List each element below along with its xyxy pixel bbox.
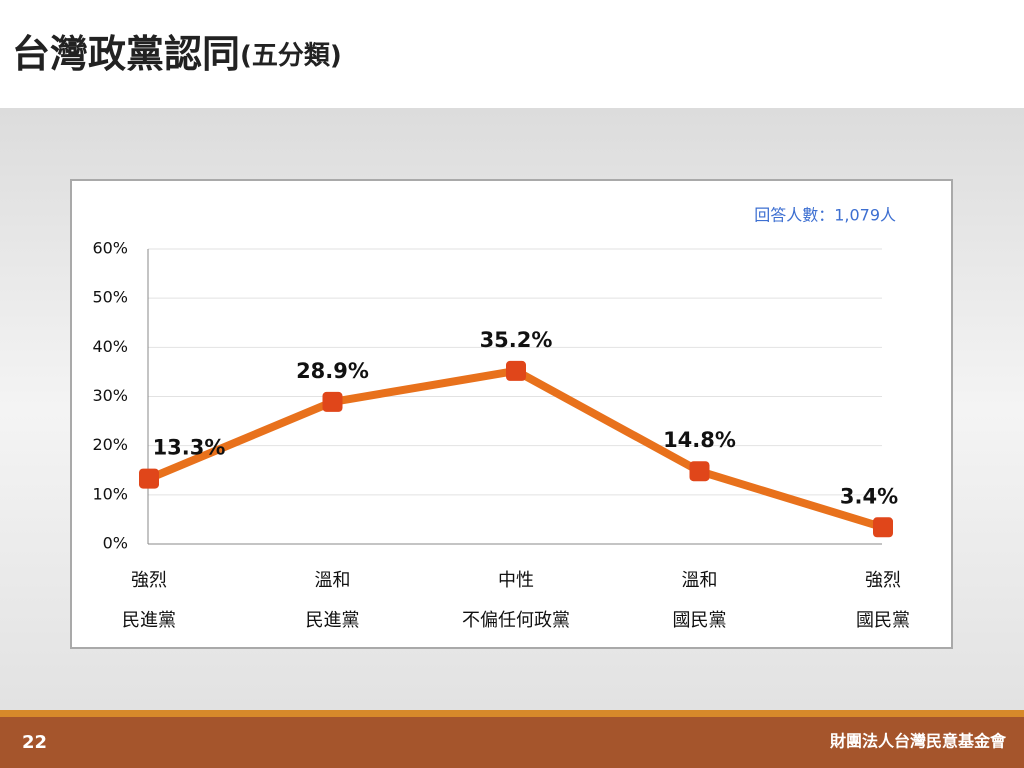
slide-title: 台灣政黨認同(五分類) <box>12 32 342 76</box>
organization: 財團法人台灣民意基金會 <box>830 732 1007 751</box>
annotation: 回答人數：1,079人 <box>754 206 896 225</box>
footer-bar <box>0 717 1024 768</box>
data-label: 13.3% <box>153 436 226 460</box>
marker <box>322 391 343 412</box>
footer-stripe <box>0 710 1024 717</box>
marker <box>689 461 710 482</box>
y-tick-label: 40% <box>92 337 128 356</box>
y-tick-label: 60% <box>92 239 128 258</box>
data-label: 14.8% <box>663 428 736 452</box>
x-tick-label: 強烈 <box>131 570 167 591</box>
x-tick-label: 溫和 <box>315 570 351 591</box>
marker <box>506 360 526 381</box>
y-tick-label: 20% <box>92 435 128 454</box>
x-tick-label: 強烈 <box>865 570 901 591</box>
x-tick-label: 中性 <box>498 570 534 591</box>
data-label: 3.4% <box>840 484 898 508</box>
chart-frame <box>70 179 953 649</box>
x-tick-label: 國民黨 <box>673 610 727 631</box>
y-tick-label: 0% <box>103 534 128 553</box>
x-tick-label: 溫和 <box>682 570 718 591</box>
x-tick-label: 民進黨 <box>306 610 360 631</box>
subtitle: (五分類) <box>240 41 342 71</box>
header-bg <box>0 0 1024 108</box>
y-tick-label: 30% <box>92 386 128 405</box>
y-tick-label: 10% <box>92 484 128 503</box>
title: 台灣政黨認同 <box>12 32 240 76</box>
x-tick-label: 民進黨 <box>122 610 176 631</box>
x-tick-label: 國民黨 <box>856 610 910 631</box>
data-label: 35.2% <box>480 328 553 352</box>
data-label: 28.9% <box>296 359 369 383</box>
x-tick-label: 不偏任何政黨 <box>462 610 570 631</box>
marker <box>139 468 159 489</box>
y-tick-label: 50% <box>92 288 128 307</box>
marker <box>873 517 893 538</box>
page-number: 22 <box>22 732 47 753</box>
